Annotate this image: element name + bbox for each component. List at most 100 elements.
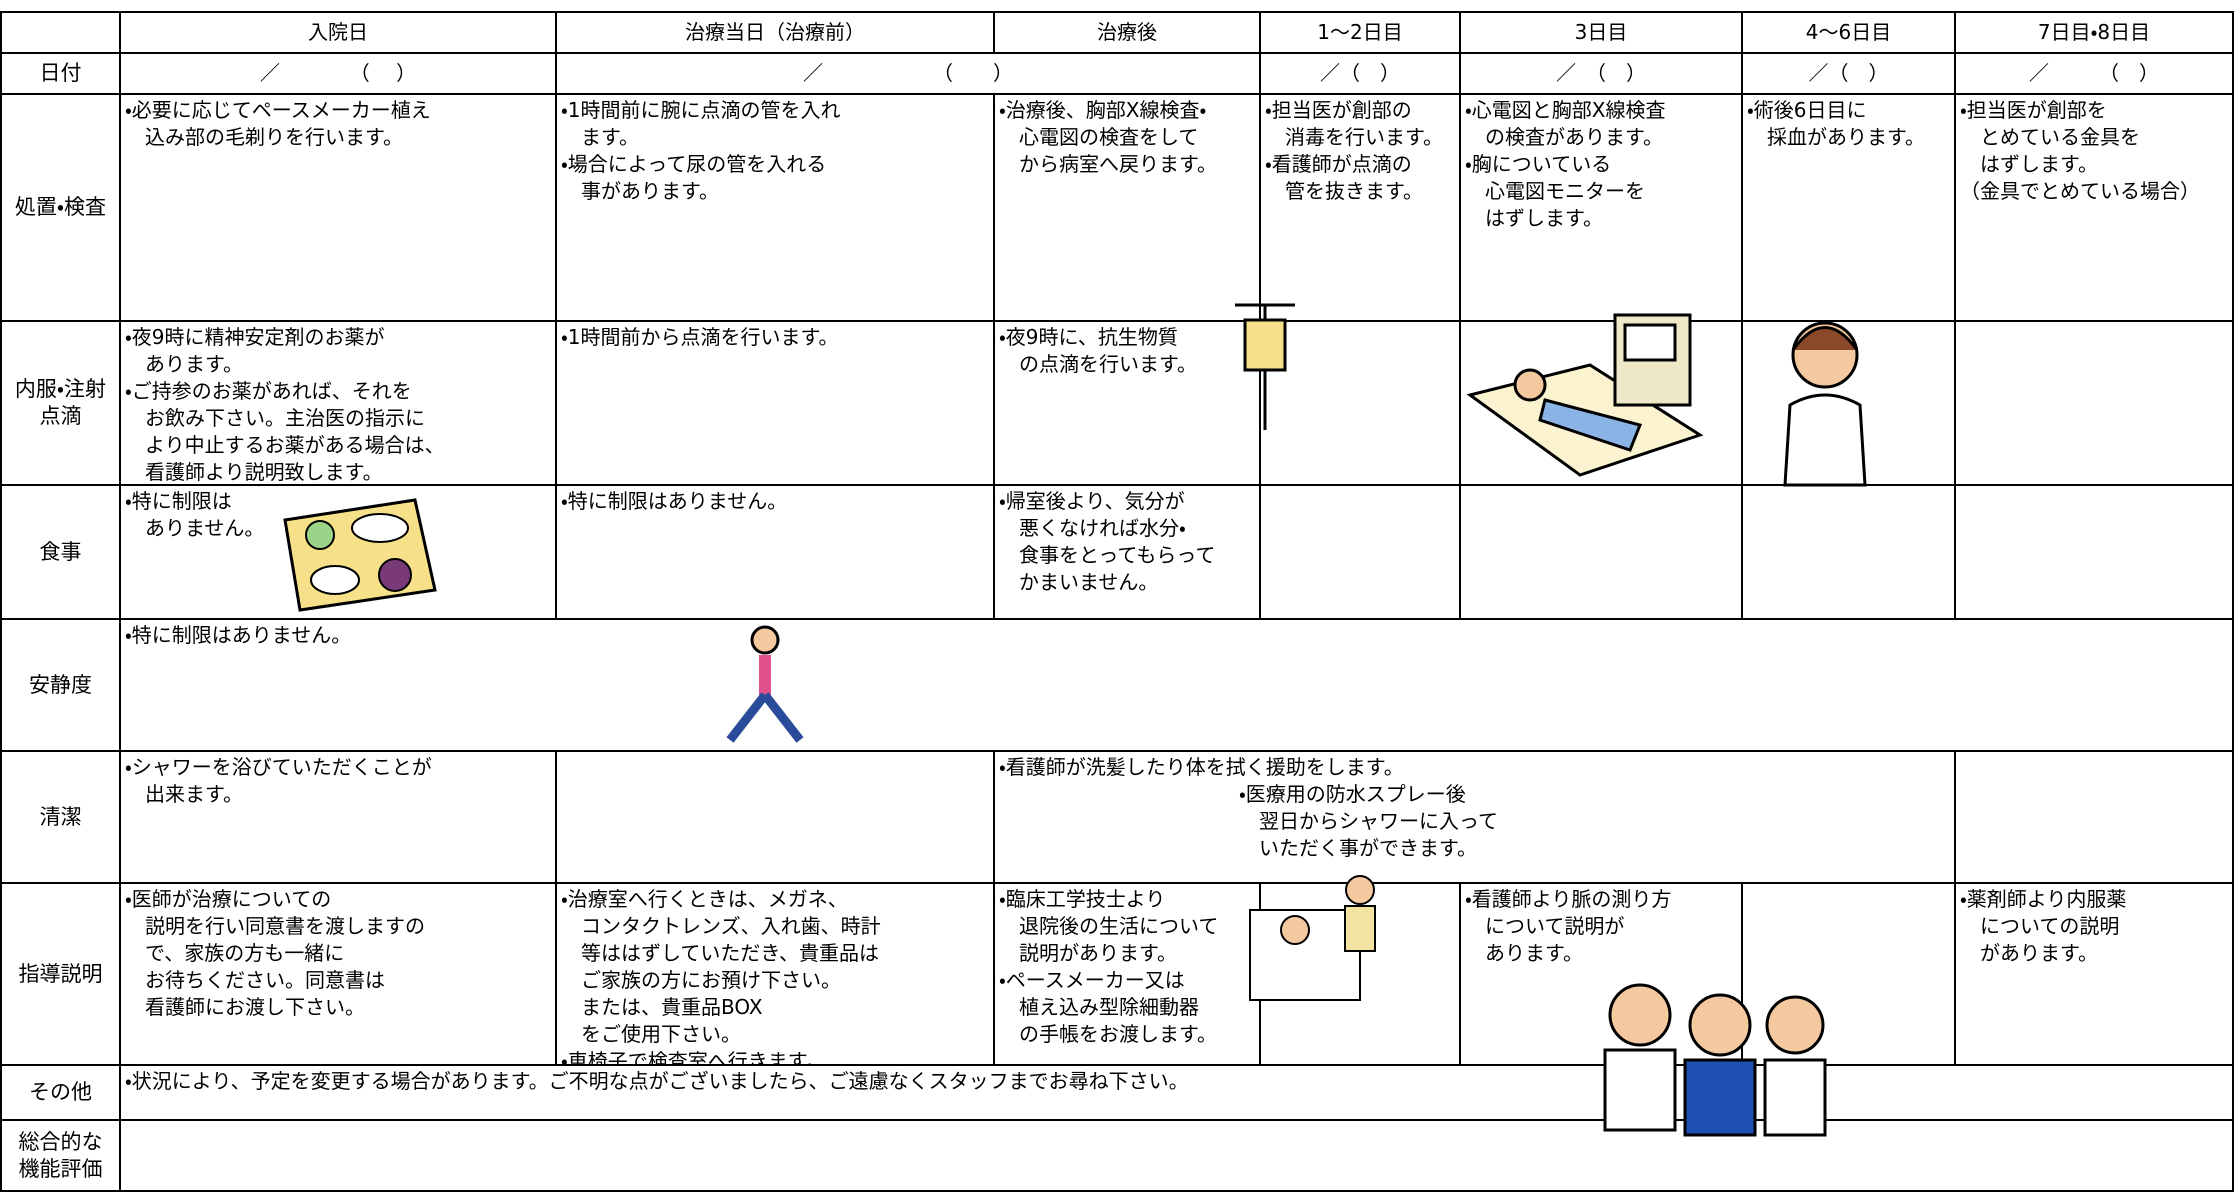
schedule-cell: ・夜9時に精神安定剤のお薬が あります。 ・ご持参のお薬があれば、それを お飲み下… xyxy=(121,322,557,486)
cell-text: ます。 xyxy=(561,125,639,149)
column-header: 入院日 xyxy=(121,11,557,54)
cell-text: ・ご持参のお薬があれば、それを xyxy=(125,379,412,403)
empty-cell xyxy=(1956,322,2234,486)
cell-text: ・看護師が洗髪したり体を拭く援助をします。 xyxy=(999,755,1404,779)
cell-text: 植え込み型除細動器 xyxy=(999,995,1199,1019)
empty-cell xyxy=(1261,486,1461,620)
schedule-cell: ・1時間前から点滴を行います。 xyxy=(557,322,995,486)
schedule-cell: ・看護師が洗髪したり体を拭く援助をします。 ・医療用の防水スプレー後 翌日からシ… xyxy=(995,752,1956,884)
date-text: ／ （ ） xyxy=(1556,61,1646,85)
row-label: 清潔 xyxy=(0,752,121,884)
empty-cell xyxy=(1743,884,1956,1066)
cell-text: あります。 xyxy=(1465,941,1583,965)
column-header: 3日目 xyxy=(1461,11,1743,54)
row-label-text: 内服・注射 xyxy=(14,377,107,401)
schedule-cell: ・治療後、胸部X線検査・ 心電図の検査をして から病室へ戻ります。 xyxy=(995,95,1261,322)
cell-text: があります。 xyxy=(1960,941,2098,965)
cell-text: の検査があります。 xyxy=(1465,125,1663,149)
cell-text: 心電図の検査をして xyxy=(999,125,1199,149)
row-label-text: 点滴 xyxy=(39,404,82,428)
cell-text: ・特に制限は xyxy=(125,489,232,513)
column-header: 4～6日目 xyxy=(1743,11,1956,54)
cell-text: ・1時間前から点滴を行います。 xyxy=(561,325,839,349)
schedule-cell: ・術後6日目に 採血があります。 xyxy=(1743,95,1956,322)
date-cell: ／ （ ） xyxy=(557,54,1261,95)
cell-text: 採血があります。 xyxy=(1747,125,1925,149)
schedule-cell: ・心電図と胸部X線検査 の検査があります。 ・胸についている 心電図モニターを は… xyxy=(1461,95,1743,322)
cell-text: あります。 xyxy=(125,352,243,376)
date-cell: ／ （ ） xyxy=(121,54,557,95)
cell-text: 悪くなければ水分・ xyxy=(999,516,1186,540)
column-title: 治療当日（治療前） xyxy=(685,20,865,44)
corner-cell xyxy=(0,11,121,54)
cell-text: ・担当医が創部の xyxy=(1265,98,1412,122)
empty-cell xyxy=(1956,486,2234,620)
column-header: 治療当日（治療前） xyxy=(557,11,995,54)
cell-text: 出来ます。 xyxy=(125,782,243,806)
column-title: 入院日 xyxy=(308,20,368,44)
cell-text: ・治療室へ行くときは、メガネ、 xyxy=(561,887,848,911)
schedule-cell: ・必要に応じてペースメーカー植え 込み部の毛剃りを行います。 xyxy=(121,95,557,322)
cell-text: ・必要に応じてペースメーカー植え xyxy=(125,98,431,122)
cell-text: ・術後6日目に xyxy=(1747,98,1867,122)
cell-text: ・医師が治療についての xyxy=(125,887,332,911)
cell-text: 説明があります。 xyxy=(999,941,1177,965)
row-label: その他 xyxy=(0,1066,121,1121)
cell-text: 看護師より説明致します。 xyxy=(125,460,383,484)
cell-text: 看護師にお渡し下さい。 xyxy=(125,995,365,1019)
empty-cell xyxy=(1743,486,1956,620)
row-label-text: 安静度 xyxy=(29,672,92,697)
row-label-text: 総合的な xyxy=(18,1129,103,1154)
date-cell: ／（ ） xyxy=(1261,54,1461,95)
date-text: ／ （ ） xyxy=(2029,61,2159,85)
cell-text: 事があります。 xyxy=(561,179,719,203)
cell-text: はずします。 xyxy=(1960,152,2098,176)
cell-text: 食事をとってもらって xyxy=(999,543,1216,567)
column-title: 4～6日目 xyxy=(1805,20,1892,44)
schedule-cell: ・特に制限はありません。 xyxy=(121,620,2234,752)
schedule-cell: ・1時間前に腕に点滴の管を入れ ます。・場合によって尿の管を入れる 事があります… xyxy=(557,95,995,322)
cell-text: から病室へ戻ります。 xyxy=(999,152,1217,176)
empty-cell xyxy=(1956,752,2234,884)
cell-text: ご家族の方にお預け下さい。 xyxy=(561,968,841,992)
date-text: ／（ ） xyxy=(1808,61,1889,85)
cell-text: について説明が xyxy=(1465,914,1625,938)
row-label: 指導説明 xyxy=(0,884,121,1066)
cell-text: 説明を行い同意書を渡しますの xyxy=(125,914,425,938)
empty-cell xyxy=(557,752,995,884)
schedule-cell: ・看護師より脈の測り方 について説明が あります。 xyxy=(1461,884,1743,1066)
cell-text: で、家族の方も一緒に xyxy=(125,941,345,965)
schedule-cell: ・臨床工学技士より 退院後の生活について 説明があります。 ・ペースメーカー又は … xyxy=(995,884,1261,1066)
row-label: 安静度 xyxy=(0,620,121,752)
cell-text: ・特に制限はありません。 xyxy=(125,623,352,647)
empty-cell xyxy=(1261,884,1461,1066)
schedule-cell: ・特に制限はありません。 xyxy=(557,486,995,620)
row-label: 処置・検査 xyxy=(0,95,121,322)
cell-text: または、貴重品BOX xyxy=(561,995,763,1019)
cell-text: ・状況により、予定を変更する場合があります。ご不明な点がございましたら、ご遠慮な… xyxy=(125,1069,1189,1093)
cell-text: ありません。 xyxy=(125,516,265,540)
column-title: 3日目 xyxy=(1574,20,1628,44)
cell-text: ・臨床工学技士より xyxy=(999,887,1166,911)
cell-text: ・場合によって尿の管を入れる xyxy=(561,152,827,176)
cell-text: ・心電図と胸部X線検査 xyxy=(1465,98,1666,122)
cell-text: ・看護師が点滴の xyxy=(1265,152,1412,176)
cell-text: の手帳をお渡します。 xyxy=(999,1022,1217,1046)
cell-text: についての説明 xyxy=(1960,914,2120,938)
date-text: ／ （ ） xyxy=(803,61,1013,85)
row-label: 日付 xyxy=(0,54,121,95)
cell-text: ・1時間前に腕に点滴の管を入れ xyxy=(561,98,841,122)
row-label: 総合的な 機能評価 xyxy=(0,1121,121,1192)
column-header: 7日目・8日目 xyxy=(1956,11,2234,54)
schedule-cell: ・シャワーを浴びていただくことが 出来ます。 xyxy=(121,752,557,884)
cell-text: （金具でとめている場合） xyxy=(1960,179,2200,203)
row-label-text: 清潔 xyxy=(39,804,82,829)
cell-text: ・医療用の防水スプレー後 xyxy=(999,782,1466,806)
cell-text: とめている金具を xyxy=(1960,125,2140,149)
schedule-cell: ・夜9時に、抗生物質 の点滴を行います。 xyxy=(995,322,1261,486)
schedule-cell: ・担当医が創部を とめている金具を はずします。 （金具でとめている場合） xyxy=(1956,95,2234,322)
date-cell: ／ （ ） xyxy=(1461,54,1743,95)
cell-text: お飲み下さい。主治医の指示に xyxy=(125,406,425,430)
cell-text: ・車椅子で検査室へ行きます。 xyxy=(561,1049,826,1066)
